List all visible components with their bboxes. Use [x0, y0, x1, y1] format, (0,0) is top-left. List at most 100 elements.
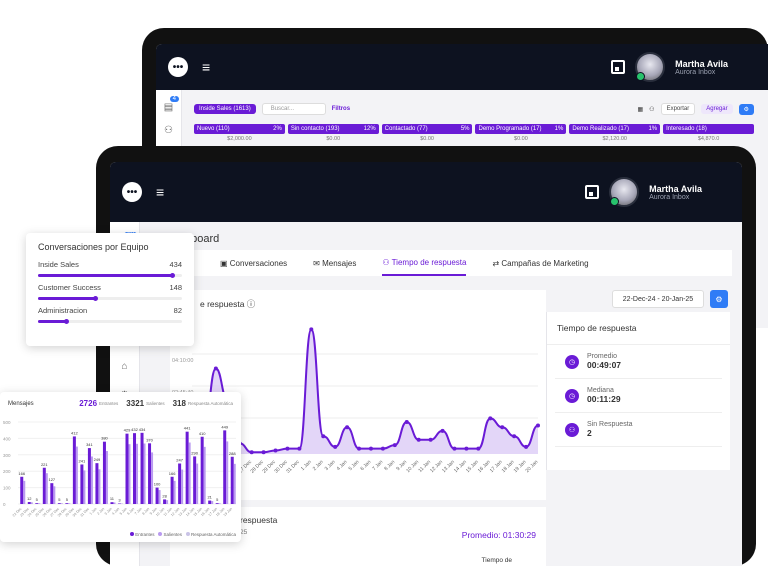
tab-bar: ▣ Conversaciones ✉ Mensajes ⚇ Tiempo de …: [152, 250, 732, 276]
bar: [126, 434, 129, 504]
calendar-icon[interactable]: [585, 185, 599, 199]
chat-logo-icon[interactable]: •••: [168, 57, 188, 77]
y-tick-label: 200: [3, 469, 11, 474]
data-point: [417, 438, 421, 442]
team-name: Customer Success: [38, 283, 101, 292]
bar: [216, 503, 219, 504]
data-label: 21: [207, 495, 212, 500]
x-tick-label: 6 Jan: [359, 459, 372, 472]
data-point: [274, 448, 278, 452]
bar-secondary: [61, 503, 63, 504]
data-label: 441: [184, 426, 191, 431]
menu-icon[interactable]: ≡: [156, 184, 164, 200]
contacts-icon[interactable]: ⚇: [156, 125, 181, 136]
data-label: 432: [131, 427, 138, 432]
data-point: [285, 447, 289, 451]
data-point: [429, 438, 433, 442]
stage-column[interactable]: Demo Realizado (17)1%$2,120.00: [569, 124, 660, 142]
data-point: [405, 420, 409, 424]
data-label: 412: [71, 430, 78, 435]
data-label: 288: [229, 451, 236, 456]
bar-secondary: [204, 447, 206, 504]
stage-column[interactable]: Sin contacto (193)12%$0.00: [288, 124, 379, 142]
online-status-icon: [636, 72, 645, 81]
x-tick-label: 20 Jan: [525, 459, 540, 474]
bar-secondary: [31, 502, 33, 504]
bar-secondary: [136, 444, 138, 504]
date-range-picker[interactable]: 22-Dec-24 - 20-Jan-25: [612, 290, 704, 308]
data-point: [381, 447, 385, 451]
data-label: 11: [110, 496, 115, 501]
stage-column[interactable]: Contactado (77)5%$0.00: [382, 124, 473, 142]
clock-icon: ◷: [565, 355, 579, 369]
x-tick-label: 3 Jan: [324, 459, 337, 472]
x-tick-label: 4 Jan: [336, 459, 349, 472]
pipeline-select[interactable]: Inside Sales (1613): [194, 104, 256, 114]
tab-mensajes[interactable]: ✉ Mensajes: [313, 252, 356, 275]
x-tick-label: 1 Jan: [300, 459, 313, 472]
stage-column[interactable]: Nuevo (110)2%$2,000.00: [194, 124, 285, 142]
data-label: 3: [118, 498, 121, 503]
people-icon[interactable]: ⚇: [649, 106, 654, 113]
auto-label: Respuesta Automática: [188, 401, 233, 406]
stage-header: Nuevo (110)2%: [194, 124, 285, 134]
bar: [133, 433, 136, 504]
bar: [73, 436, 76, 504]
data-point: [524, 445, 528, 449]
bar-secondary: [53, 486, 55, 504]
briefcase-icon[interactable]: ⌂: [110, 361, 139, 372]
calendar-icon[interactable]: [611, 60, 625, 74]
settings-button[interactable]: ⚙: [739, 104, 754, 115]
data-label: 290: [191, 450, 198, 455]
avatar[interactable]: [635, 52, 665, 82]
calendar-small-icon[interactable]: ▦: [638, 106, 644, 113]
inbox-icon[interactable]: ▤4: [156, 102, 181, 113]
x-tick-label: 19 Jan: [223, 507, 233, 517]
stage-header: Contactado (77)5%: [382, 124, 473, 134]
data-point: [321, 434, 325, 438]
data-point: [333, 445, 337, 449]
bar-secondary: [219, 503, 221, 504]
legend-auto: Respuesta Automática: [186, 532, 236, 537]
user-name: Martha Avila: [649, 184, 702, 194]
data-point: [500, 425, 504, 429]
export-button[interactable]: Exportar: [661, 103, 696, 115]
x-tick-label: 6 Jan: [126, 507, 135, 516]
date-apply-button[interactable]: ⚙: [710, 290, 728, 308]
y-tick-label: 300: [3, 453, 11, 458]
data-point: [357, 447, 361, 451]
data-point: [214, 367, 218, 371]
chat-logo-icon[interactable]: •••: [122, 182, 142, 202]
user-company: Aurora Inbox: [675, 69, 728, 76]
bar: [208, 501, 211, 504]
add-button[interactable]: Agregar: [701, 104, 732, 114]
bar-secondary: [196, 464, 198, 504]
tab-campanas-de-marketing[interactable]: ⇄ Campañas de Marketing: [492, 252, 588, 275]
search-input[interactable]: Buscar...: [262, 103, 326, 115]
menu-icon[interactable]: ≡: [202, 59, 210, 75]
tab-tiempo-de-respuesta[interactable]: ⚇ Tiempo de respuesta: [382, 251, 466, 276]
tab-conversaciones[interactable]: ▣ Conversaciones: [220, 252, 287, 275]
data-label: 247: [176, 457, 183, 462]
x-tick-label: 2 Jan: [312, 459, 325, 472]
bar: [88, 448, 91, 504]
data-label: 12: [27, 496, 32, 501]
bar: [35, 503, 38, 504]
data-label: 166: [18, 471, 25, 476]
data-point: [488, 416, 492, 420]
info-icon[interactable]: ⓘ: [247, 299, 256, 309]
data-point: [476, 447, 480, 451]
bar: [156, 488, 159, 504]
data-point: [452, 447, 456, 451]
bar-secondary: [211, 501, 213, 504]
data-label: 5: [58, 497, 61, 502]
stage-column[interactable]: Interesado (18)$4,870.0: [663, 124, 754, 142]
team-name: Inside Sales: [38, 260, 79, 269]
data-label: 221: [41, 462, 48, 467]
bar: [43, 468, 46, 504]
avatar[interactable]: [609, 177, 639, 207]
filters-button[interactable]: Filtros: [332, 106, 350, 112]
stage-column[interactable]: Demo Programado (17)1%$0.00: [475, 124, 566, 142]
